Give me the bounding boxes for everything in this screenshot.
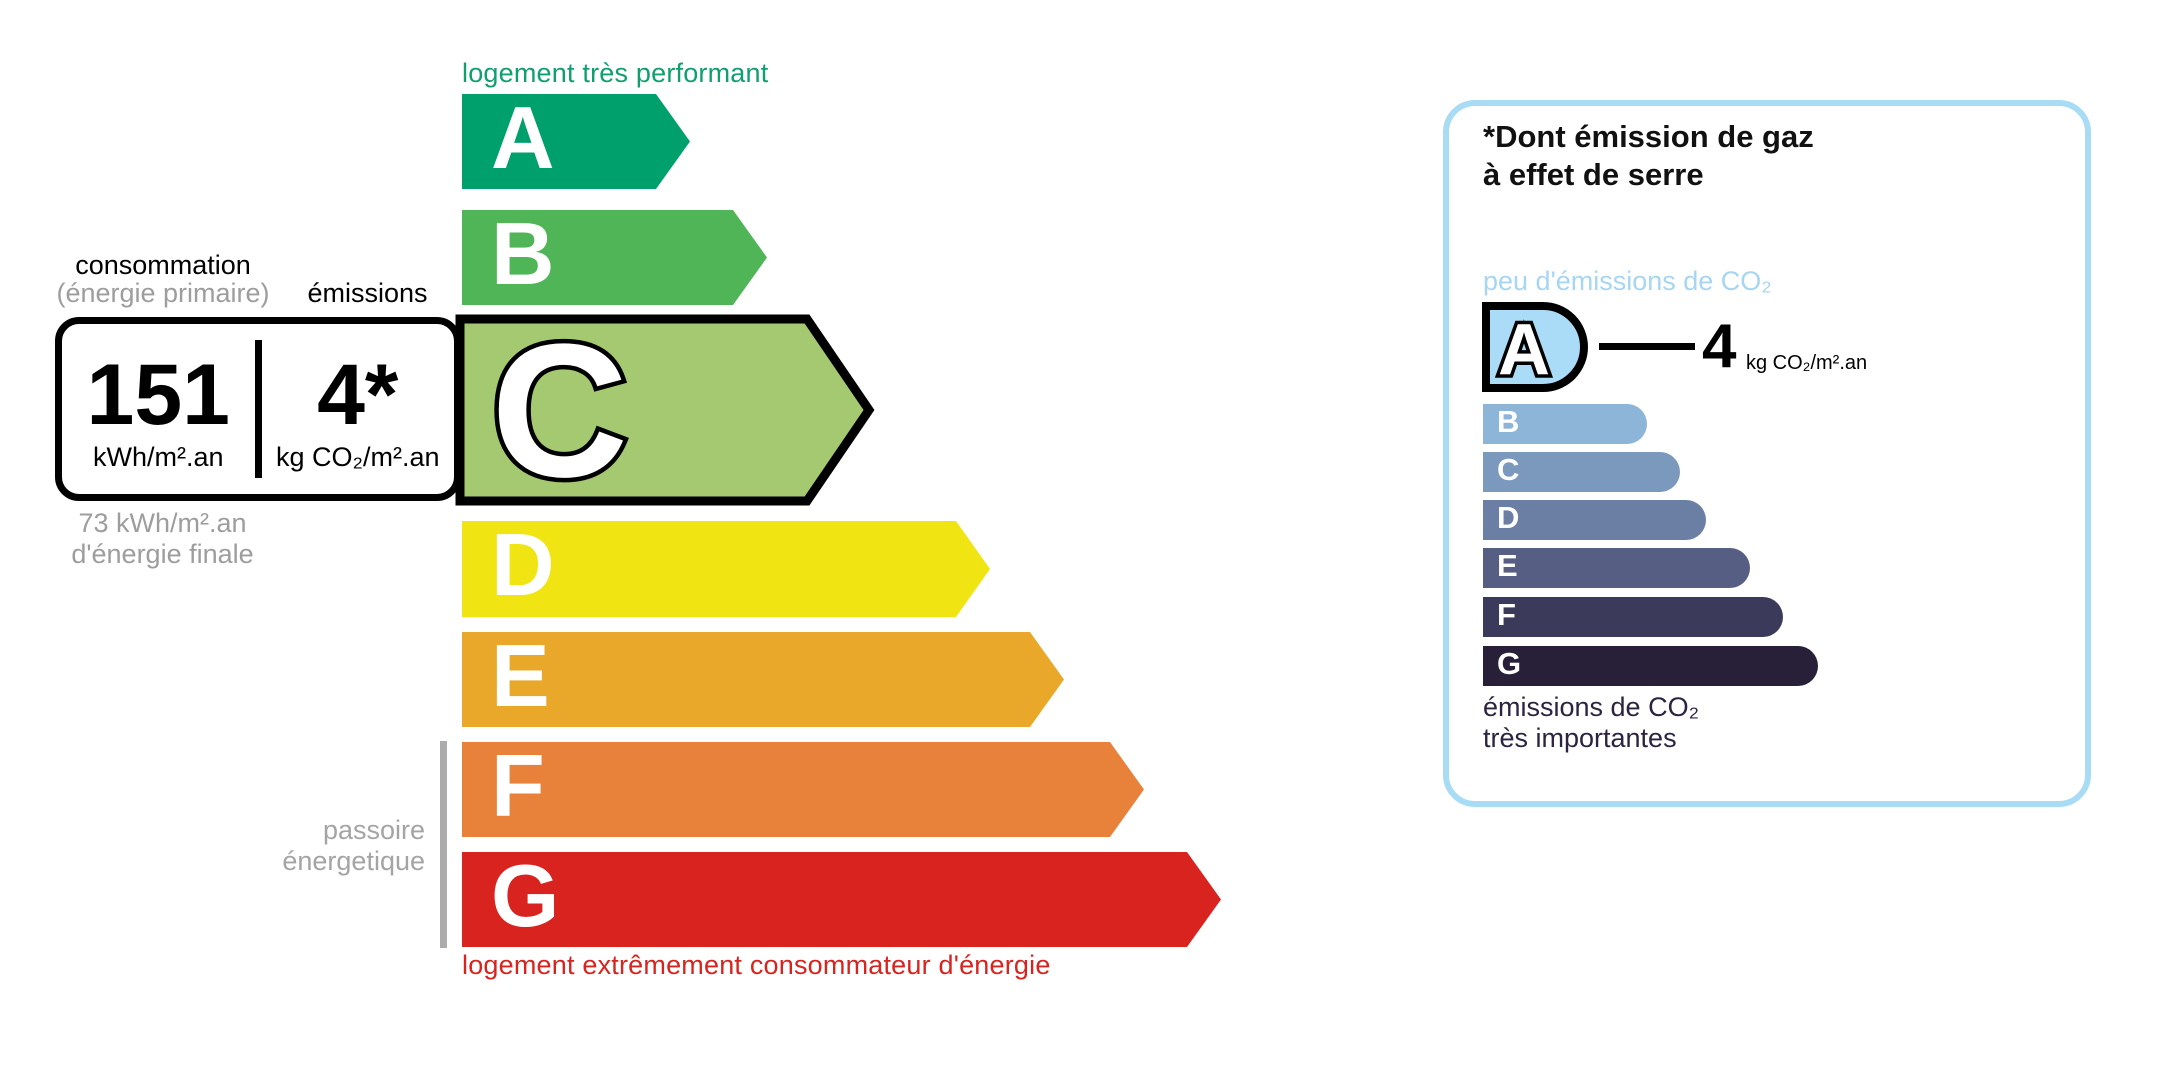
co2-selected-badge: A	[1482, 302, 1588, 393]
co2-letter-e: E	[1497, 548, 1518, 583]
final-energy-line1: 73 kWh/m².an	[78, 508, 247, 538]
energy-letter-c: C	[491, 314, 628, 506]
co2-high-emissions-line2: très importantes	[1483, 723, 1677, 753]
energy-arrow-g: G	[462, 852, 1221, 947]
energy-arrow-c-selected: C	[455, 314, 875, 506]
energy-letter-a: A	[491, 87, 555, 187]
score-box: 151 kWh/m².an 4* kg CO₂/m².an	[55, 317, 461, 501]
consumption-header: consommation	[75, 250, 251, 280]
energy-arrow-f: F	[462, 742, 1144, 837]
co2-value-unit: kg CO₂/m².an	[1746, 352, 1868, 374]
co2-letter-g: G	[1497, 646, 1522, 681]
co2-high-emissions-label: émissions de CO₂ très importantes	[1483, 692, 1699, 754]
co2-bar-d: D	[1483, 500, 1706, 540]
energy-arrow-a: A	[462, 94, 690, 189]
co2-bar-e: E	[1483, 548, 1750, 588]
co2-bar-f: F	[1483, 597, 1783, 637]
energy-arrow-e: E	[462, 632, 1064, 727]
co2-letter-d: D	[1497, 500, 1520, 535]
primary-energy-subheader: (énergie primaire)	[56, 278, 270, 308]
bottom-performance-label: logement extrêmement consommateur d'éner…	[462, 950, 1051, 980]
co2-bar-c: C	[1483, 452, 1680, 492]
top-performance-label: logement très performant	[462, 58, 769, 88]
energy-letter-f: F	[491, 735, 545, 835]
co2-panel-title: *Dont émission de gaz à effet de serre	[1483, 118, 1814, 194]
co2-low-emissions-label: peu d'émissions de CO₂	[1483, 266, 1772, 296]
emissions-unit: kg CO₂/m².an	[275, 442, 440, 473]
energy-letter-b: B	[491, 203, 555, 303]
energy-arrow-b: B	[462, 210, 767, 305]
consumption-value: 151	[86, 346, 231, 443]
score-box-divider	[254, 340, 262, 478]
co2-callout-line	[1599, 343, 1695, 350]
co2-panel-title-line1: *Dont émission de gaz	[1483, 119, 1814, 154]
energy-sieve-label-line1: passoire	[322, 815, 425, 845]
co2-letter-c: C	[1497, 452, 1520, 487]
co2-letter-b: B	[1497, 404, 1520, 439]
energy-letter-g: G	[491, 845, 560, 945]
final-energy-note: 73 kWh/m².an d'énergie finale	[60, 508, 265, 570]
energy-arrow-d: D	[462, 521, 990, 617]
co2-high-emissions-line1: émissions de CO₂	[1483, 692, 1700, 722]
co2-bar-b: B	[1483, 404, 1647, 444]
energy-sieve-bracket-bar	[440, 741, 447, 948]
co2-letter-f: F	[1497, 597, 1516, 632]
energy-letter-e: E	[491, 625, 550, 725]
final-energy-line2: d'énergie finale	[71, 539, 254, 569]
consumption-cell: 151 kWh/m².an	[62, 324, 255, 494]
co2-selected-badge-shape	[1482, 302, 1588, 392]
consumption-unit: kWh/m².an	[92, 442, 224, 473]
emissions-value: 4*	[317, 346, 399, 443]
emissions-header: émissions	[307, 278, 428, 308]
co2-selected-letter: A	[1498, 310, 1550, 390]
energy-sieve-label-line2: énergetique	[282, 846, 425, 876]
energy-sieve-label: passoire énergetique	[230, 815, 425, 877]
co2-bar-g: G	[1483, 646, 1818, 686]
co2-value: 4	[1702, 312, 1737, 381]
energy-letter-d: D	[491, 515, 555, 614]
emissions-cell: 4* kg CO₂/m².an	[262, 324, 455, 494]
co2-panel-title-line2: à effet de serre	[1483, 157, 1704, 192]
